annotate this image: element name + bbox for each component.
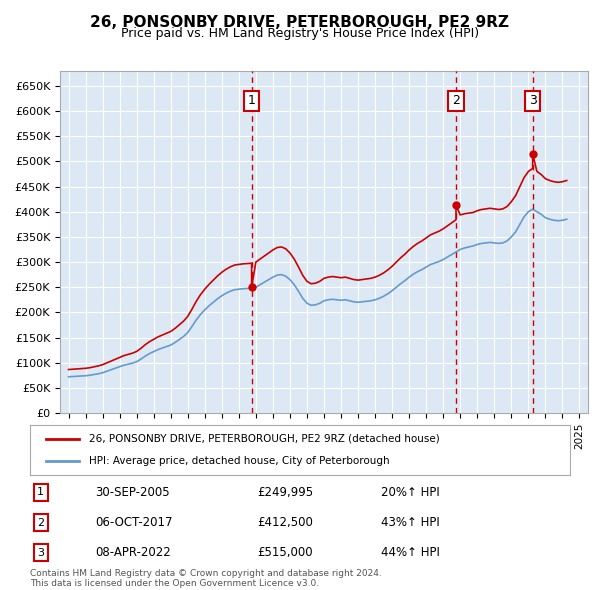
Text: £412,500: £412,500 (257, 516, 313, 529)
Text: 30-SEP-2005: 30-SEP-2005 (95, 486, 169, 499)
Text: 1: 1 (248, 94, 256, 107)
Text: 2: 2 (37, 517, 44, 527)
Text: 1: 1 (37, 487, 44, 497)
Text: 3: 3 (529, 94, 536, 107)
Text: 26, PONSONBY DRIVE, PETERBOROUGH, PE2 9RZ (detached house): 26, PONSONBY DRIVE, PETERBOROUGH, PE2 9R… (89, 434, 440, 444)
Text: £515,000: £515,000 (257, 546, 313, 559)
Text: Contains HM Land Registry data © Crown copyright and database right 2024.
This d: Contains HM Land Registry data © Crown c… (30, 569, 382, 588)
Text: 26, PONSONBY DRIVE, PETERBOROUGH, PE2 9RZ: 26, PONSONBY DRIVE, PETERBOROUGH, PE2 9R… (91, 15, 509, 30)
Text: 43%↑ HPI: 43%↑ HPI (381, 516, 440, 529)
Point (451, 201, 461, 210)
Text: Price paid vs. HM Land Registry's House Price Index (HPI): Price paid vs. HM Land Registry's House … (121, 27, 479, 40)
Text: 06-OCT-2017: 06-OCT-2017 (95, 516, 172, 529)
Text: 20%↑ HPI: 20%↑ HPI (381, 486, 440, 499)
Text: 2: 2 (452, 94, 460, 107)
Text: 3: 3 (37, 548, 44, 558)
Point (247, 283, 256, 292)
Text: £249,995: £249,995 (257, 486, 313, 499)
Text: 44%↑ HPI: 44%↑ HPI (381, 546, 440, 559)
Text: 08-APR-2022: 08-APR-2022 (95, 546, 170, 559)
Text: HPI: Average price, detached house, City of Peterborough: HPI: Average price, detached house, City… (89, 456, 390, 466)
Point (528, 149, 538, 159)
